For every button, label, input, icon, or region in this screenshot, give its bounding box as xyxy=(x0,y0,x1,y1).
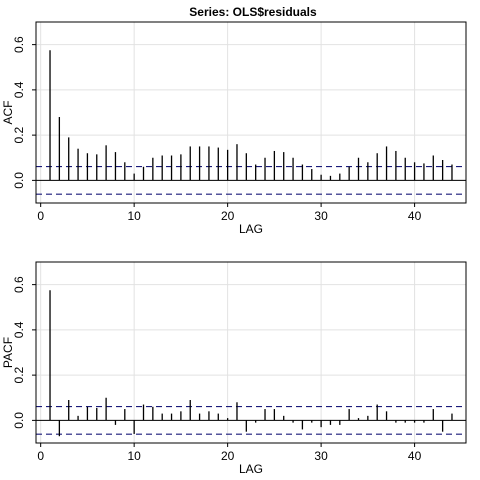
acf-x-tick-label: 0 xyxy=(37,209,44,223)
pacf-x-tick-label: 40 xyxy=(408,449,422,463)
chart-title: Series: OLS$residuals xyxy=(189,5,317,19)
pacf-x-tick-label: 0 xyxy=(37,449,44,463)
pacf-x-axis-label: LAG xyxy=(239,462,263,476)
pacf-y-tick-label: 0.4 xyxy=(12,321,26,338)
acf-y-tick-label: 0.4 xyxy=(12,81,26,98)
pacf-x-tick-label: 30 xyxy=(314,449,328,463)
pacf-y-tick-label: 0.0 xyxy=(12,412,26,429)
acf-x-axis-label: LAG xyxy=(239,222,263,236)
acf-y-tick-label: 0.2 xyxy=(12,126,26,143)
acf-x-tick-label: 40 xyxy=(408,209,422,223)
pacf-x-tick-label: 10 xyxy=(127,449,141,463)
acf-y-axis-label: ACF xyxy=(1,101,15,125)
acf-y-tick-label: 0.0 xyxy=(12,172,26,189)
acf-y-tick-label: 0.6 xyxy=(12,36,26,53)
acf-x-tick-label: 30 xyxy=(314,209,328,223)
acf-x-tick-label: 20 xyxy=(221,209,235,223)
pacf-y-tick-label: 0.6 xyxy=(12,276,26,293)
acf-x-tick-label: 10 xyxy=(127,209,141,223)
pacf-y-axis-label: PACF xyxy=(1,337,15,368)
pacf-frame xyxy=(35,261,467,444)
acf-frame xyxy=(35,21,467,204)
pacf-y-tick-label: 0.2 xyxy=(12,366,26,383)
pacf-x-tick-label: 20 xyxy=(221,449,235,463)
